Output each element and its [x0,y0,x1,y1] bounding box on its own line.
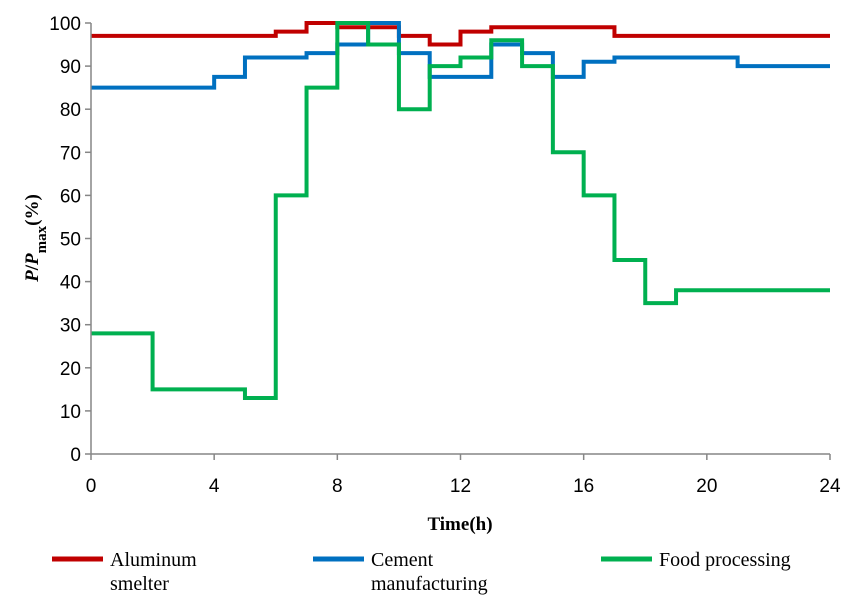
y-tick-label: 10 [60,402,81,423]
y-tick-label: 0 [70,445,81,466]
legend-label-cement-manufacturing: Cement manufacturing [371,549,488,595]
y-tick-label: 20 [60,359,81,380]
y-tick-label: 30 [60,316,81,337]
x-tick-label: 24 [819,476,841,497]
y-axis-title-unit: (%) [22,194,43,226]
x-tick-label: 16 [573,476,594,497]
y-tick-label: 50 [60,230,81,251]
y-tick-label: 90 [60,57,81,78]
y-tick-label: 100 [49,14,81,35]
y-tick-label: 80 [60,100,81,121]
series-line-food-processing [91,21,830,400]
y-tick-label: 40 [60,273,81,294]
y-axis-title: P/Pmax(%) [22,194,50,283]
x-tick-label: 20 [696,476,717,497]
y-tick-label: 60 [60,186,81,207]
x-tick-label: 12 [450,476,471,497]
legend: Aluminum smelter Cement manufacturing Food p… [52,549,791,595]
x-axis-ticks: 0 4 8 12 16 20 24 [86,454,841,497]
y-axis-title-sub: max [34,225,50,253]
x-tick-label: 8 [332,476,343,497]
legend-label-food-processing: Food processing [659,549,791,571]
x-tick-label: 4 [209,476,220,497]
plot-series [91,21,830,400]
series-line-aluminum-smelter [91,21,830,47]
y-axis-title-slash: / [22,264,43,271]
y-tick-label: 70 [60,143,81,164]
y-axis-ticks: 0 10 20 30 40 50 60 70 80 90 100 [49,14,91,466]
y-axis-title-p: P [22,270,43,283]
legend-label-aluminum-smelter: Aluminum smelter [110,549,197,595]
y-axis-title-p2: P [22,253,43,266]
series-line-cement-manufacturing [91,21,830,90]
x-axis-title: Time(h) [427,514,492,535]
x-tick-label: 0 [86,476,97,497]
